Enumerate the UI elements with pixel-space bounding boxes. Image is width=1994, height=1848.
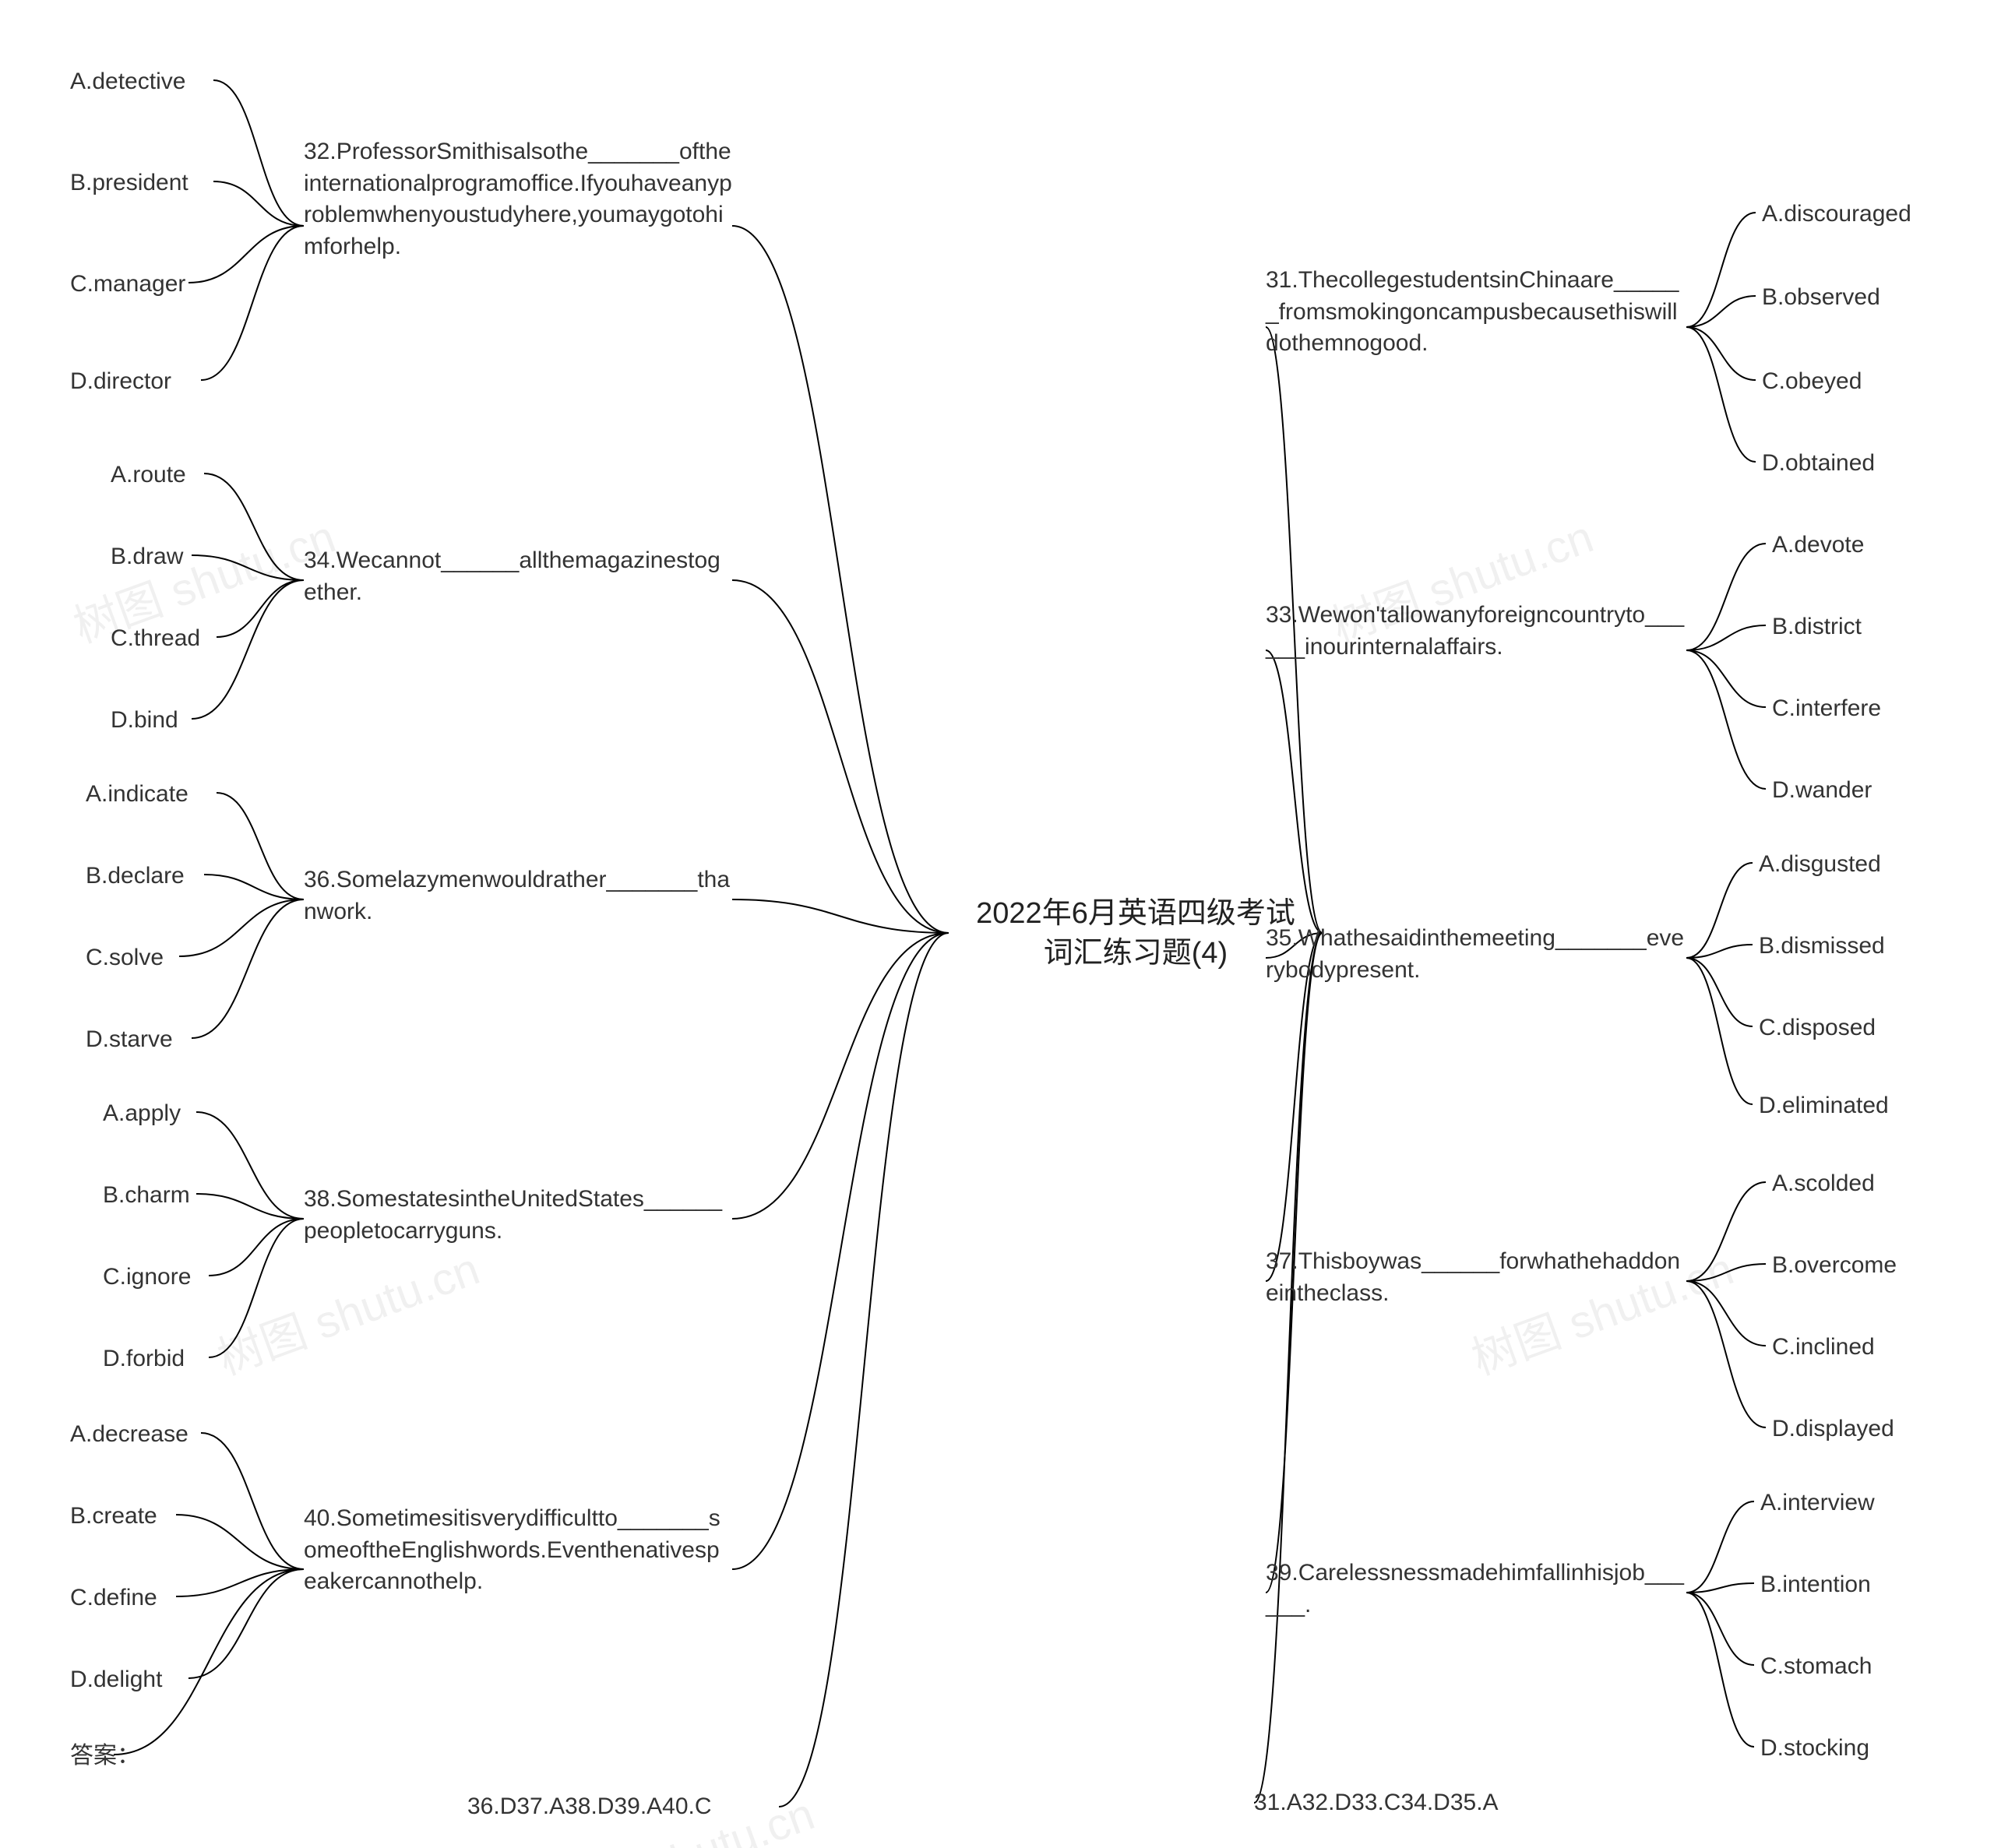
- leaf-q36-1: B.declare: [86, 861, 185, 892]
- leaf-q36-2: C.solve: [86, 942, 164, 974]
- leaf-q40-4: 答案：: [70, 1741, 140, 1772]
- leaf-q35-0: A.disgusted: [1759, 849, 1881, 881]
- leaf-q38-3: D.forbid: [103, 1343, 185, 1375]
- watermark: 树图 shutu.cn: [207, 1232, 487, 1387]
- leaf-q37-3: D.displayed: [1772, 1413, 1894, 1445]
- leaf-q32-1: B.president: [70, 167, 188, 199]
- leaf-q38-2: C.ignore: [103, 1262, 191, 1294]
- leaf-q39-3: D.stocking: [1760, 1733, 1869, 1765]
- leaf-q39-2: C.stomach: [1760, 1651, 1872, 1683]
- leaf-q35-2: C.disposed: [1759, 1012, 1876, 1044]
- mindmap-canvas: 2022年6月英语四级考试词汇练习题(4)32.ProfessorSmithis…: [0, 0, 1994, 1848]
- leaf-q37-1: B.overcome: [1772, 1250, 1897, 1282]
- leaf-q33-1: B.district: [1772, 611, 1862, 643]
- branch-q37: 37.Thisboywas______forwhathehaddoneinthe…: [1266, 1246, 1686, 1309]
- leaf-q37-0: A.scolded: [1772, 1168, 1875, 1200]
- leaf-q35-3: D.eliminated: [1759, 1090, 1889, 1122]
- leaf-q40-1: B.create: [70, 1501, 157, 1533]
- leaf-q34-2: C.thread: [111, 623, 200, 655]
- leaf-q33-3: D.wander: [1772, 775, 1872, 807]
- branch-ansL: 36.D37.A38.D39.A40.C: [467, 1791, 779, 1823]
- leaf-q38-0: A.apply: [103, 1098, 181, 1130]
- leaf-q32-2: C.manager: [70, 269, 185, 301]
- leaf-q33-2: C.interfere: [1772, 693, 1881, 725]
- watermark: 树图 shutu.cn: [63, 500, 343, 655]
- leaf-q40-2: C.define: [70, 1582, 157, 1614]
- leaf-q39-1: B.intention: [1760, 1569, 1871, 1601]
- leaf-q35-1: B.dismissed: [1759, 931, 1885, 963]
- branch-q35: 35.Whathesaidinthemeeting_______everybod…: [1266, 923, 1686, 986]
- leaf-q32-3: D.director: [70, 366, 171, 398]
- branch-ansR: 31.A32.D33.C34.D35.A: [1254, 1787, 1566, 1819]
- leaf-q34-0: A.route: [111, 459, 186, 491]
- leaf-q33-0: A.devote: [1772, 530, 1864, 561]
- leaf-q40-3: D.delight: [70, 1664, 162, 1696]
- leaf-q36-3: D.starve: [86, 1024, 173, 1056]
- branch-q36: 36.Somelazymenwouldrather_______thanwork…: [304, 864, 732, 928]
- branch-q39: 39.Carelessnessmadehimfallinhisjob______…: [1266, 1558, 1686, 1621]
- branch-q38: 38.SomestatesintheUnitedStates______peop…: [304, 1184, 732, 1247]
- leaf-q32-0: A.detective: [70, 66, 185, 98]
- leaf-q34-3: D.bind: [111, 705, 178, 737]
- leaf-q36-0: A.indicate: [86, 779, 188, 811]
- leaf-q31-3: D.obtained: [1762, 448, 1875, 480]
- branch-q40: 40.Sometimesitisverydifficultto_______so…: [304, 1503, 732, 1598]
- branch-q34: 34.Wecannot______allthemagazinestogether…: [304, 545, 732, 608]
- leaf-q37-2: C.inclined: [1772, 1332, 1875, 1364]
- leaf-q31-2: C.obeyed: [1762, 366, 1862, 398]
- branch-q31: 31.ThecollegestudentsinChinaare______fro…: [1266, 265, 1686, 360]
- leaf-q34-1: B.draw: [111, 541, 183, 573]
- leaf-q38-1: B.charm: [103, 1180, 190, 1212]
- leaf-q31-0: A.discouraged: [1762, 199, 1911, 231]
- leaf-q31-1: B.observed: [1762, 282, 1880, 314]
- branch-q32: 32.ProfessorSmithisalsothe_______ofthein…: [304, 136, 732, 262]
- leaf-q40-0: A.decrease: [70, 1419, 188, 1451]
- branch-q33: 33.Wewon'tallowanyforeigncountryto______…: [1266, 600, 1686, 663]
- leaf-q39-0: A.interview: [1760, 1487, 1875, 1519]
